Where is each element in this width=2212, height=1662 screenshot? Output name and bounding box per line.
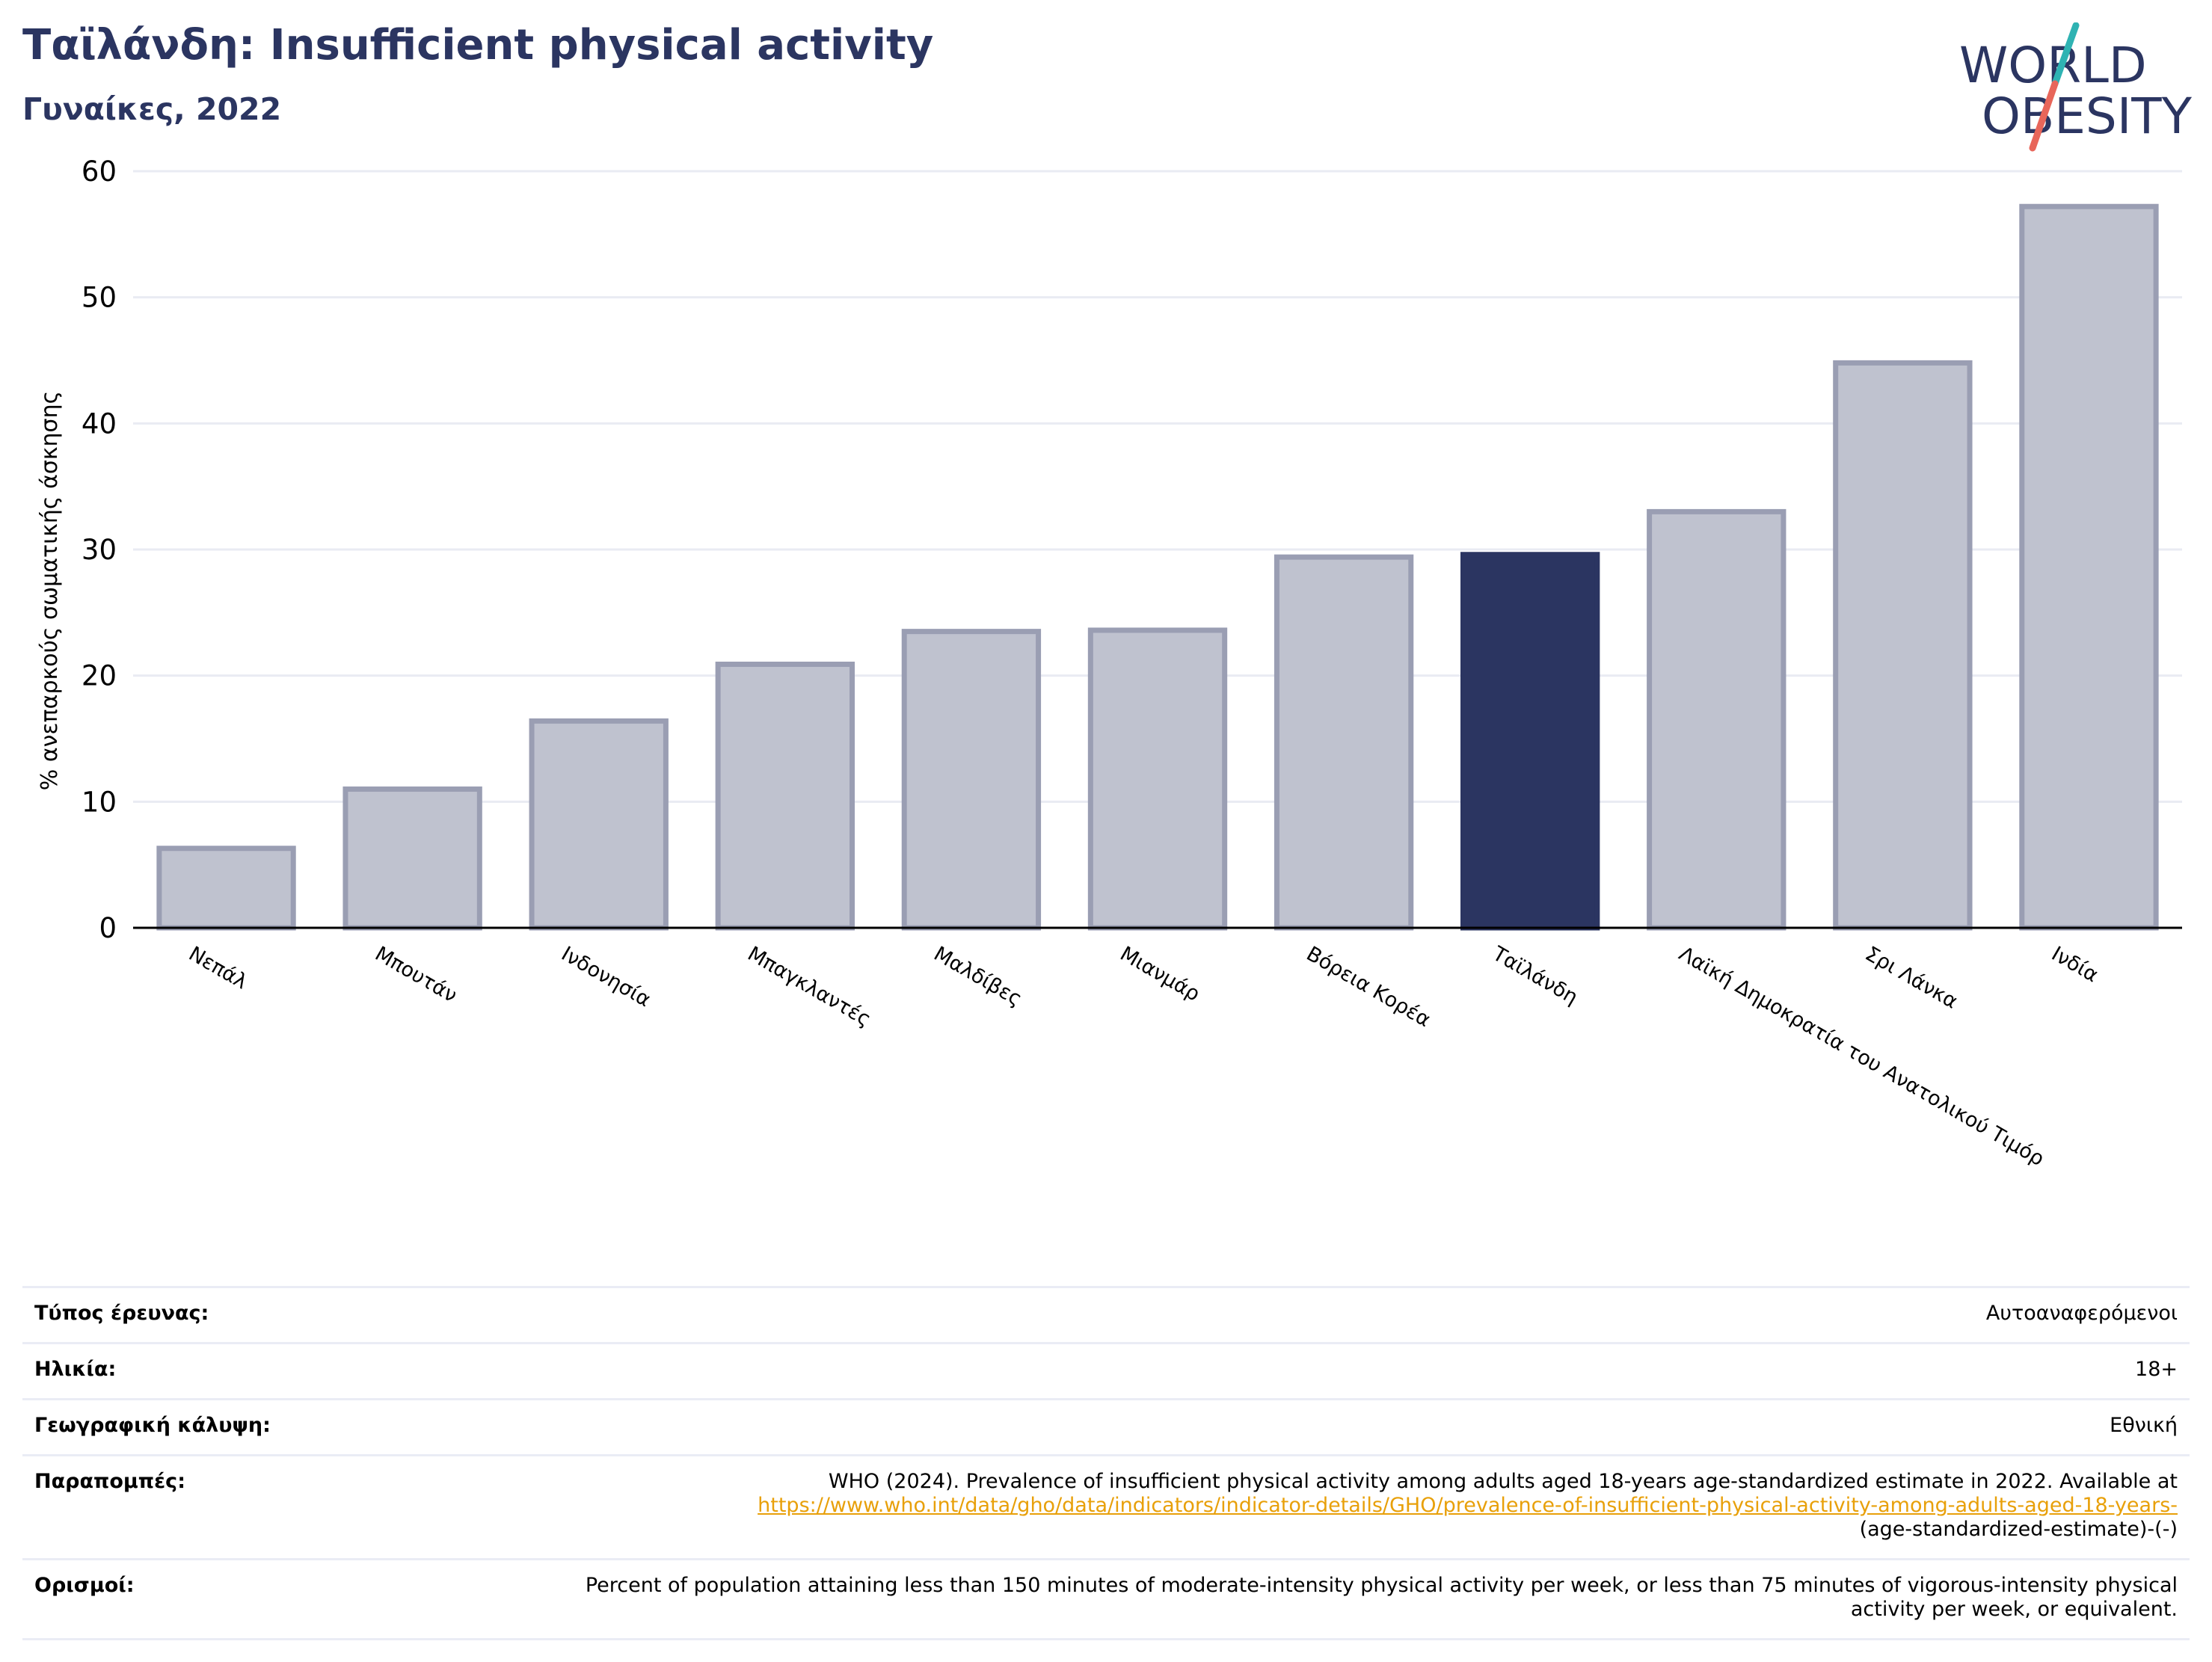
chart-title: Ταϊλάνδη: Insufficient physical activity xyxy=(22,21,934,70)
y-tick-label: 10 xyxy=(82,786,117,818)
bar xyxy=(715,661,855,931)
info-value: 18+ xyxy=(495,1342,2190,1400)
x-tick-label: Ινδονησία xyxy=(557,942,654,1012)
chart-subtitle: Γυναίκες, 2022 xyxy=(22,91,282,127)
x-tick-label: Μιανμάρ xyxy=(1116,942,1204,1006)
logo-text-obesity: OBESITY xyxy=(1982,87,2193,145)
world-obesity-logo: WORLD OBESITY xyxy=(1959,22,2193,152)
y-tick-label: 30 xyxy=(82,534,117,566)
y-tick-label: 50 xyxy=(82,282,117,314)
x-tick-label: Νεπάλ xyxy=(185,942,251,994)
bar xyxy=(1087,627,1228,931)
info-label: Ηλικία: xyxy=(22,1342,495,1400)
x-tick-label: Μαλδίβες xyxy=(930,942,1025,1011)
bar xyxy=(342,786,482,931)
y-tick-label: 0 xyxy=(99,912,117,944)
x-tick-label: Ινδία xyxy=(2047,942,2102,987)
info-label: Γεωγραφική κάλυψη: xyxy=(22,1398,495,1456)
bar xyxy=(901,629,1042,931)
logo-slash-top xyxy=(2051,22,2080,87)
bar xyxy=(1274,554,1414,931)
info-value: Αυτοαναφερόμενοι xyxy=(495,1286,2190,1344)
info-row-definitions: Ορισμοί: Percent of population attaining… xyxy=(22,1558,2190,1640)
reference-text: WHO (2024). Prevalence of insufficient p… xyxy=(828,1470,2178,1493)
y-tick-label: 40 xyxy=(82,407,117,440)
bar xyxy=(529,718,669,931)
info-row-coverage: Γεωγραφική κάλυψη: Εθνική xyxy=(22,1398,2190,1456)
info-row-survey-type: Τύπος έρευνας: Αυτοαναφερόμενοι xyxy=(22,1286,2190,1344)
info-label: Ορισμοί: xyxy=(22,1558,495,1640)
bar xyxy=(1647,508,1787,931)
bar xyxy=(1833,360,1973,931)
info-table: Τύπος έρευνας: Αυτοαναφερόμενοι Ηλικία: … xyxy=(22,1286,2190,1640)
info-row-references: Παραπομπές: WHO (2024). Prevalence of in… xyxy=(22,1454,2190,1560)
bar-chart: 0 10 20 30 40 50 60 % ανεπαρκούς σωματικής άσκη… xyxy=(37,156,2182,1171)
x-tick-label: Μπαγκλαντές xyxy=(743,942,875,1031)
x-tick-label: Ταϊλάνδη xyxy=(1488,942,1582,1009)
y-tick-label: 60 xyxy=(82,156,117,188)
y-axis-label: % ανεπαρκούς σωματικής άσκησης xyxy=(37,391,63,790)
info-label: Τύπος έρευνας: xyxy=(22,1286,495,1344)
info-value-references: WHO (2024). Prevalence of insufficient p… xyxy=(495,1454,2190,1560)
x-tick-label: Μπουτάν xyxy=(371,942,461,1007)
info-value: Percent of population attaining less tha… xyxy=(495,1558,2190,1640)
y-tick-label: 20 xyxy=(82,660,117,692)
x-tick-label: Λαϊκή Δημοκρατία του Ανατολικού Τιμόρ xyxy=(1675,942,2048,1171)
x-tick-label: Βόρεια Κορέα xyxy=(1303,942,1435,1032)
x-tick-label: Σρι Λάνκα xyxy=(1861,942,1961,1013)
bar-highlight xyxy=(1460,552,1600,931)
reference-text-end: (age-standardized-estimate)-(-) xyxy=(1859,1518,2178,1541)
info-label: Παραπομπές: xyxy=(22,1454,495,1560)
logo-slash-bottom xyxy=(2029,80,2059,152)
reference-link[interactable]: https://www.who.int/data/gho/data/indica… xyxy=(758,1494,2178,1517)
info-value: Εθνική xyxy=(495,1398,2190,1456)
info-row-age: Ηλικία: 18+ xyxy=(22,1342,2190,1400)
bar xyxy=(2019,203,2159,931)
bar xyxy=(156,846,296,931)
